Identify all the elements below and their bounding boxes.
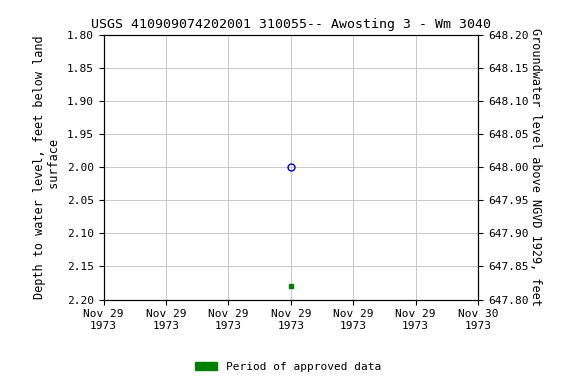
Title: USGS 410909074202001 310055-- Awosting 3 - Wm 3040: USGS 410909074202001 310055-- Awosting 3… (91, 18, 491, 31)
Legend: Period of approved data: Period of approved data (191, 358, 385, 377)
Y-axis label: Depth to water level, feet below land
 surface: Depth to water level, feet below land su… (33, 35, 62, 299)
Y-axis label: Groundwater level above NGVD 1929, feet: Groundwater level above NGVD 1929, feet (529, 28, 542, 306)
